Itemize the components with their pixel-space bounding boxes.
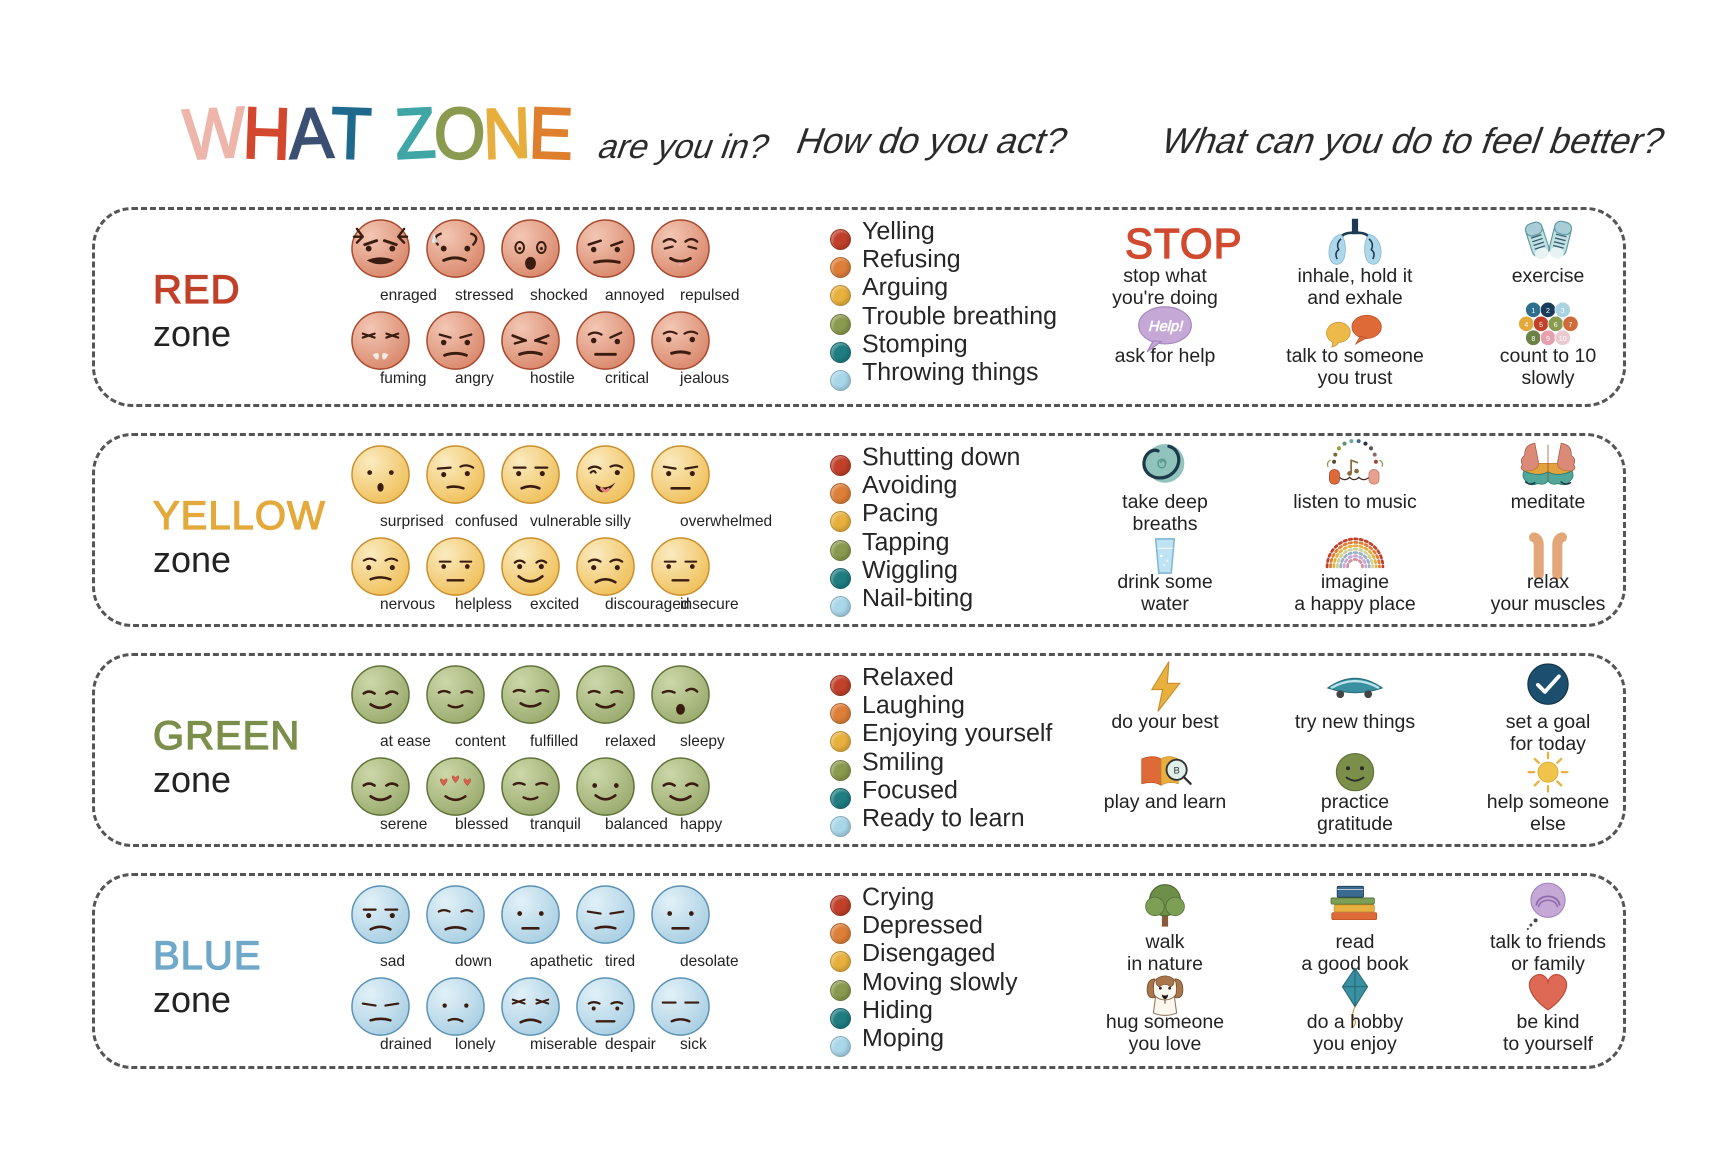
svg-text:9: 9	[1546, 336, 1550, 343]
svg-text:Help!: Help!	[1148, 319, 1184, 335]
svg-text:4: 4	[1524, 322, 1528, 329]
svg-text:B: B	[1174, 766, 1180, 776]
svg-text:7: 7	[1569, 322, 1573, 329]
svg-text:6: 6	[1554, 322, 1558, 329]
svg-text:10: 10	[1559, 336, 1567, 343]
svg-text:2: 2	[1546, 308, 1550, 315]
svg-text:5: 5	[1539, 322, 1543, 329]
svg-text:3: 3	[1561, 308, 1565, 315]
svg-text:8: 8	[1531, 336, 1535, 343]
svg-text:1: 1	[1531, 308, 1535, 315]
